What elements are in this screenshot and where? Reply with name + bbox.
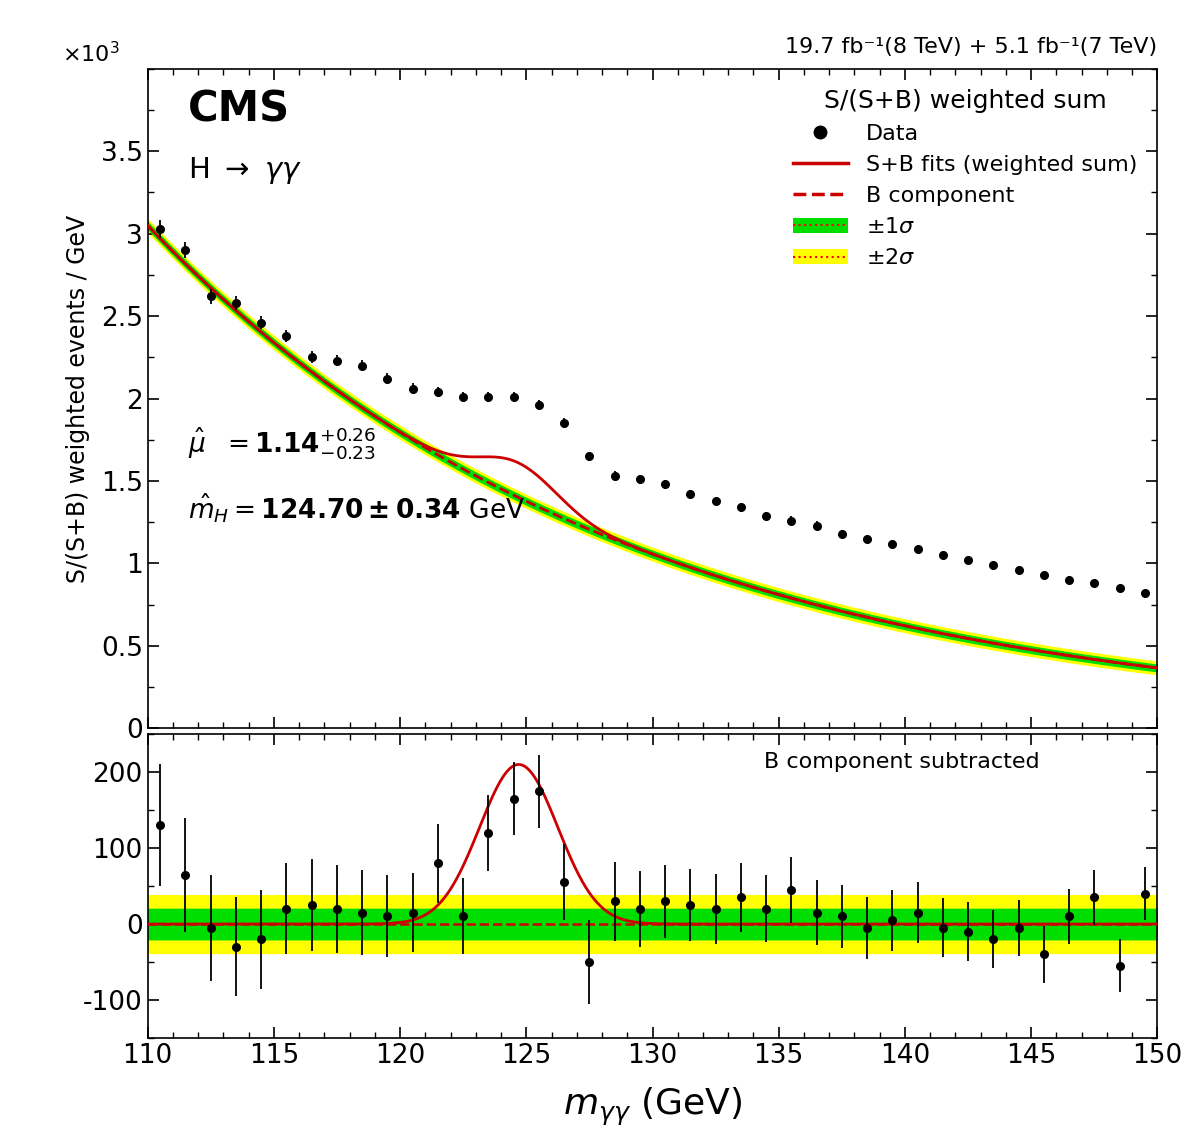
Text: $\hat{m}_H = \mathbf{124.70 \pm 0.34}$ GeV: $\hat{m}_H = \mathbf{124.70 \pm 0.34}$ G… <box>188 491 526 524</box>
Text: $\times 10^3$: $\times 10^3$ <box>61 41 119 67</box>
Text: H $\rightarrow$ $\gamma\gamma$: H $\rightarrow$ $\gamma\gamma$ <box>188 155 302 186</box>
X-axis label: $m_{\gamma\gamma}$ (GeV): $m_{\gamma\gamma}$ (GeV) <box>562 1085 743 1128</box>
Text: B component subtracted: B component subtracted <box>764 752 1039 772</box>
Text: CMS: CMS <box>188 88 291 131</box>
Legend: Data, S+B fits (weighted sum), B component, $\pm 1\sigma$, $\pm 2\sigma$: Data, S+B fits (weighted sum), B compone… <box>784 80 1147 278</box>
Text: $\hat{\mu}$  $= \mathbf{1.14}^{+0.26}_{-0.23}$: $\hat{\mu}$ $= \mathbf{1.14}^{+0.26}_{-0… <box>188 426 376 462</box>
Y-axis label: S/(S+B) weighted events / GeV: S/(S+B) weighted events / GeV <box>66 214 90 583</box>
Text: 19.7 fb⁻¹(8 TeV) + 5.1 fb⁻¹(7 TeV): 19.7 fb⁻¹(8 TeV) + 5.1 fb⁻¹(7 TeV) <box>785 37 1157 56</box>
